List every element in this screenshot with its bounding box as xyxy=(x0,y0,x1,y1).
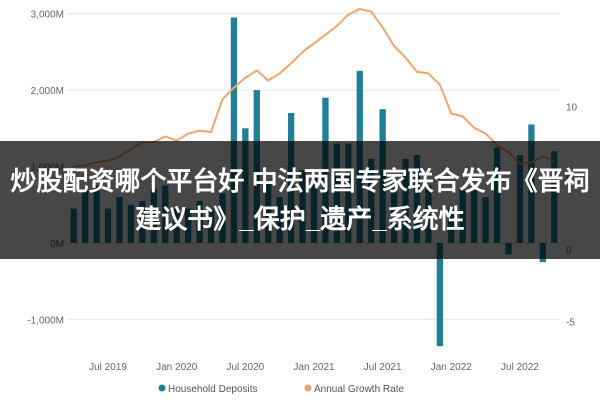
x-axis-tick-label: Jan 2021 xyxy=(293,362,335,373)
x-axis-tick-label: Jan 2022 xyxy=(431,362,473,373)
bar xyxy=(230,17,238,243)
headline-text: 炒股配资哪个平台好 中法两国专家联合发布《晋祠建议书》_保护_遗产_系统性 xyxy=(10,166,590,234)
left-axis-tick-label: -1,000M xyxy=(27,315,64,326)
legend-marker-growth xyxy=(304,384,312,392)
legend-label-deposits: Household Deposits xyxy=(168,384,258,395)
x-axis-tick-label: Jul 2021 xyxy=(364,362,402,373)
legend-marker-deposits xyxy=(158,384,166,392)
legend-label-growth: Annual Growth Rate xyxy=(314,384,404,395)
left-axis-tick-label: 2,000M xyxy=(31,86,64,97)
x-axis-tick-label: Jul 2019 xyxy=(89,362,127,373)
right-axis-tick-label: 10 xyxy=(566,102,578,113)
x-axis-tick-label: Jan 2020 xyxy=(156,362,198,373)
x-axis-tick-label: Jul 2020 xyxy=(226,362,264,373)
x-axis-tick-label: Jul 2022 xyxy=(501,362,539,373)
left-axis-tick-label: 3,000M xyxy=(31,10,64,21)
bar xyxy=(436,242,444,347)
headline-banner: 炒股配资哪个平台好 中法两国专家联合发布《晋祠建议书》_保护_遗产_系统性 xyxy=(0,141,600,259)
right-axis-tick-label: -5 xyxy=(566,317,575,328)
